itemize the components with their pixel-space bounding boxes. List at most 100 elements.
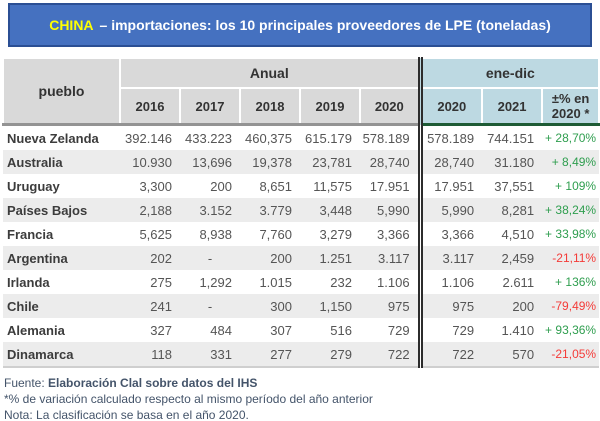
value-cell: 279 [300, 342, 360, 368]
column-header-pct: ±% en 2020 * [541, 87, 600, 126]
value-cell: 8,651 [259, 178, 292, 194]
value-cell: 578.189 [417, 124, 483, 150]
column-header-2017: 2017 [179, 87, 241, 126]
table-row: Dinamarca 118 331 277 279 722 722 570 -2… [3, 342, 600, 368]
value-cell: 433.223 [185, 130, 232, 146]
value-cell: 5,625 [139, 226, 172, 242]
value-cell: 722 [360, 342, 421, 368]
value-cell: 31.180 [494, 154, 535, 170]
column-header-2020: 2020 [358, 87, 422, 126]
pct-cell: + 33,98% [545, 227, 597, 241]
table-row: Chile 241 - 300 1,150 975 975 200 -79,49… [3, 294, 600, 318]
country-cell: Dinamarca [3, 342, 120, 368]
value-cell: 200 [210, 178, 232, 194]
value-cell: 2,188 [139, 202, 172, 218]
value-cell: 37,551 [494, 178, 535, 194]
value-cell: 1.106 [417, 270, 483, 294]
column-header-pueblo: pueblo [2, 57, 121, 126]
value-cell: 484 [210, 322, 232, 338]
banner-title-text: – importaciones: los 10 principales prov… [99, 17, 551, 33]
value-cell: 975 [417, 294, 483, 318]
value-cell: 4,510 [501, 226, 535, 242]
column-header-2016: 2016 [119, 87, 181, 126]
column-header-2019: 2019 [299, 87, 361, 126]
value-cell: 277 [240, 342, 300, 368]
value-cell: - [207, 250, 213, 266]
table-row: Argentina 202 - 200 1.251 3.117 3.117 2,… [3, 246, 600, 270]
value-cell: 5,990 [377, 202, 410, 218]
value-cell: 516 [330, 322, 352, 338]
table-row: Alemania 327 484 307 516 729 729 1.410 +… [3, 318, 600, 342]
value-cell: 3.117 [417, 246, 483, 270]
value-cell: 13,696 [192, 154, 232, 170]
imports-table: pueblo Anual ene-dic 2016 2017 2018 2019… [2, 57, 600, 368]
value-cell: 7,760 [259, 226, 292, 242]
value-cell: 3.779 [259, 202, 292, 218]
table-row: Irlanda 275 1,292 1.015 232 1.106 1.106 … [3, 270, 600, 294]
table-row: Francia 5,625 8,938 7,760 3,279 3,366 3,… [3, 222, 600, 246]
value-cell: 23,781 [312, 154, 352, 170]
pct-cell: + 109% [555, 179, 597, 193]
pct-cell: -21,05% [542, 342, 600, 368]
value-cell: 300 [270, 298, 292, 314]
value-cell: 3,366 [377, 226, 410, 242]
value-cell: 3.117 [377, 250, 410, 266]
country-cell: Países Bajos [7, 202, 88, 218]
column-header-enedic-2021: 2021 [481, 87, 544, 126]
value-cell: 460,375 [245, 130, 292, 146]
source-label: Fuente: [4, 376, 49, 390]
value-cell: 11,575 [313, 178, 352, 194]
column-group-enedic: ene-dic [417, 57, 600, 89]
value-cell: 10.930 [132, 154, 172, 170]
value-cell: 5,990 [417, 198, 483, 222]
value-cell: 200 [270, 250, 292, 266]
value-cell: 28,740 [369, 154, 410, 170]
value-cell: 1,150 [319, 298, 352, 314]
variation-note: *% de variación calculado respecto al mi… [4, 392, 373, 406]
value-cell: 3,279 [319, 226, 352, 242]
pct-cell: -79,49% [551, 299, 597, 313]
pct-cell: + 38,24% [545, 203, 597, 217]
value-cell: 1.410 [501, 322, 535, 338]
value-cell: 232 [330, 274, 352, 290]
country-cell: Nueva Zelanda [7, 130, 99, 146]
value-cell: 578.189 [362, 130, 410, 146]
table-row: Australia 10.930 13,696 19,378 23,781 28… [3, 150, 600, 174]
value-cell: 392.146 [125, 130, 172, 146]
header-group-row: pueblo Anual ene-dic [2, 57, 600, 126]
value-cell: 241 [150, 298, 172, 314]
pct-cell: + 136% [555, 275, 597, 289]
value-cell: 3,366 [417, 222, 483, 246]
value-cell: 17.951 [369, 178, 410, 194]
pct-cell: -21,11% [552, 251, 597, 265]
value-cell: 17.951 [417, 174, 483, 198]
country-cell: Francia [7, 226, 54, 242]
footer-notes: Fuente: Elaboración Clal sobre datos del… [4, 375, 600, 421]
value-cell: 331 [180, 342, 240, 368]
table-row: Nueva Zelanda 392.146 433.223 460,375 61… [3, 124, 600, 150]
value-cell: 1.251 [319, 250, 352, 266]
country-cell: Uruguay [7, 178, 60, 194]
country-cell: Irlanda [7, 274, 50, 290]
table-row: Uruguay 3,300 200 8,651 11,575 17.951 17… [3, 174, 600, 198]
table-row: Países Bajos 2,188 3.152 3.779 3,448 5,9… [3, 198, 600, 222]
country-cell: Argentina [7, 250, 68, 266]
pct-cell: + 28,70% [545, 131, 597, 145]
value-cell: 8,281 [501, 202, 535, 218]
banner-country-label: CHINA [49, 17, 94, 33]
value-cell: 2.611 [502, 274, 535, 290]
value-cell: 615.179 [305, 130, 352, 146]
source-value: Elaboración Clal sobre datos del IHS [48, 376, 258, 390]
value-cell: 729 [417, 318, 483, 342]
pct-cell: + 8,49% [551, 155, 597, 169]
value-cell: 722 [417, 342, 483, 368]
column-group-anual: Anual [118, 57, 422, 89]
value-cell: 200 [512, 298, 535, 314]
value-cell: 8,938 [199, 226, 232, 242]
value-cell: - [207, 298, 213, 314]
value-cell: 2,459 [501, 250, 535, 266]
value-cell: 1,292 [199, 274, 232, 290]
country-cell: Alemania [7, 322, 65, 338]
ranking-note: Nota: La clasificación se basa en el año… [4, 408, 249, 421]
value-cell: 3.152 [199, 202, 232, 218]
